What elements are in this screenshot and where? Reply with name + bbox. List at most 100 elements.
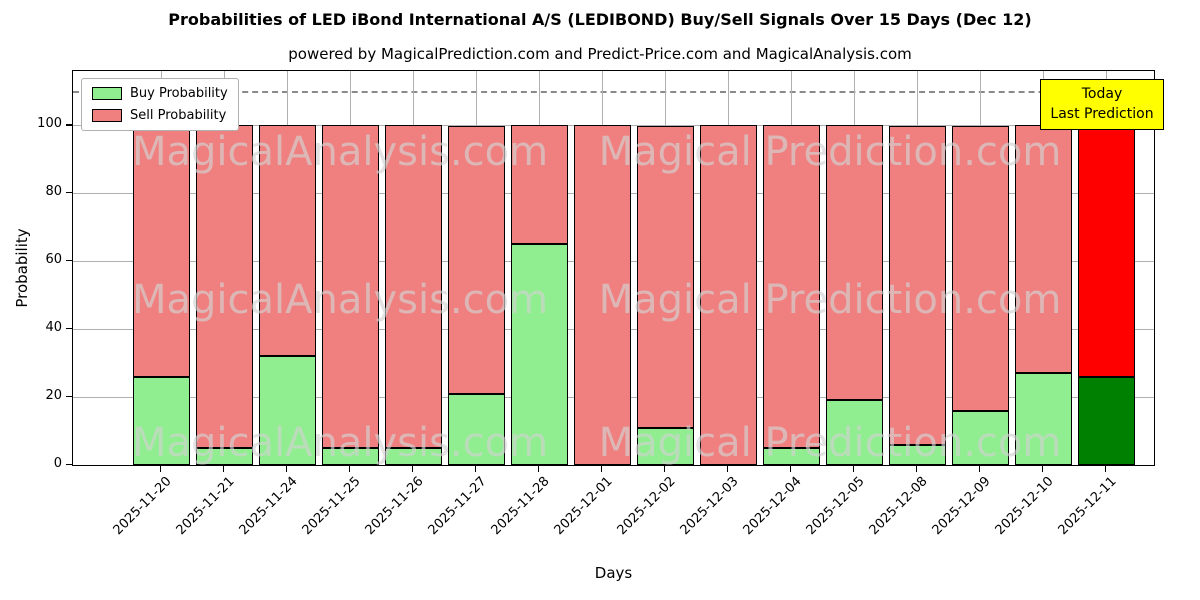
y-tick-mark [66, 464, 72, 466]
x-axis-label: Days [594, 564, 633, 582]
plot-area: Buy Probability Sell Probability [72, 70, 1155, 466]
today-annotation: Today Last Prediction [1040, 79, 1164, 130]
stacked-bar [888, 126, 946, 465]
x-tick-mark [475, 466, 477, 472]
x-tick-mark [853, 466, 855, 472]
annotation-line2: Last Prediction [1050, 106, 1154, 123]
stacked-bar [384, 125, 442, 465]
y-tick-mark [66, 124, 72, 126]
buy-segment [888, 445, 946, 465]
sell-segment [1014, 125, 1072, 373]
chart-title: Probabilities of LED iBond International… [168, 10, 1032, 29]
stacked-bar [1014, 125, 1072, 465]
dashed-reference-line [73, 91, 1154, 94]
x-tick-mark [979, 466, 981, 472]
x-tick-mark [727, 466, 729, 472]
stacked-bar [762, 125, 820, 465]
sell-segment [447, 126, 505, 394]
x-tick-mark [664, 466, 666, 472]
x-tick-label: 2025-12-11 [1055, 474, 1120, 539]
legend-swatch-sell [92, 109, 122, 122]
sell-segment [321, 125, 379, 448]
buy-segment [132, 377, 190, 465]
sell-segment [762, 125, 820, 448]
buy-segment [447, 394, 505, 465]
sell-segment [636, 126, 694, 428]
stacked-bar [258, 125, 316, 465]
y-axis-label: Probability [13, 228, 31, 308]
x-tick-label: 2025-12-05 [803, 474, 868, 539]
buy-segment [951, 411, 1009, 465]
buy-segment [258, 356, 316, 465]
legend-swatch-buy [92, 87, 122, 100]
x-tick-label: 2025-11-25 [299, 474, 364, 539]
x-tick-mark [1042, 466, 1044, 472]
x-tick-mark [349, 466, 351, 472]
buy-segment [762, 448, 820, 465]
y-tick-label: 100 [37, 116, 62, 132]
y-tick-mark [66, 396, 72, 398]
legend-item-sell: Sell Probability [92, 108, 228, 123]
chart-subtitle: powered by MagicalPrediction.com and Pre… [288, 45, 912, 63]
stacked-bar [447, 126, 505, 465]
stacked-bar [510, 125, 568, 465]
y-tick-mark [66, 192, 72, 194]
x-tick-label: 2025-12-08 [866, 474, 931, 539]
y-tick-mark [66, 328, 72, 330]
sell-segment [699, 125, 757, 465]
x-tick-label: 2025-12-01 [551, 474, 616, 539]
buy-segment [1077, 377, 1135, 465]
x-tick-label: 2025-11-27 [425, 474, 490, 539]
x-tick-mark [538, 466, 540, 472]
stacked-bar [951, 126, 1009, 465]
x-tick-label: 2025-11-20 [110, 474, 175, 539]
y-tick-label: 40 [45, 320, 62, 336]
sell-segment [510, 125, 568, 244]
stacked-bar [573, 125, 631, 465]
sell-segment [195, 125, 253, 448]
stacked-bar [636, 126, 694, 465]
x-tick-mark [1105, 466, 1107, 472]
buy-segment [510, 244, 568, 465]
x-tick-mark [916, 466, 918, 472]
x-tick-label: 2025-12-02 [614, 474, 679, 539]
x-tick-mark [223, 466, 225, 472]
sell-segment [384, 125, 442, 448]
x-tick-label: 2025-11-26 [362, 474, 427, 539]
sell-segment [258, 125, 316, 356]
buy-segment [1014, 373, 1072, 465]
sell-segment [888, 126, 946, 445]
stacked-bar [699, 125, 757, 465]
sell-segment [132, 126, 190, 377]
buy-segment [636, 428, 694, 465]
y-tick-label: 0 [53, 456, 62, 471]
annotation-line1: Today [1081, 86, 1123, 102]
y-tick-label: 80 [45, 184, 62, 200]
stacked-bar [195, 125, 253, 465]
y-tick-label: 60 [45, 252, 62, 268]
legend: Buy Probability Sell Probability [81, 78, 239, 131]
legend-label-sell: Sell Probability [130, 108, 227, 123]
y-tick-mark [66, 260, 72, 262]
buy-segment [384, 448, 442, 465]
sell-segment [573, 125, 631, 465]
stacked-bar [321, 125, 379, 465]
sell-segment [951, 126, 1009, 411]
x-tick-mark [286, 466, 288, 472]
x-tick-label: 2025-12-04 [740, 474, 805, 539]
x-tick-mark [601, 466, 603, 472]
legend-label-buy: Buy Probability [130, 86, 228, 101]
x-tick-label: 2025-11-28 [488, 474, 553, 539]
buy-segment [195, 448, 253, 465]
y-tick-label: 20 [45, 388, 62, 404]
stacked-bar [132, 126, 190, 465]
x-tick-label: 2025-12-03 [677, 474, 742, 539]
x-tick-mark [790, 466, 792, 472]
x-tick-mark [412, 466, 414, 472]
x-tick-label: 2025-12-10 [992, 474, 1057, 539]
x-tick-label: 2025-12-09 [929, 474, 994, 539]
sell-segment [1077, 126, 1135, 377]
x-tick-label: 2025-11-24 [236, 474, 301, 539]
buy-segment [321, 448, 379, 465]
